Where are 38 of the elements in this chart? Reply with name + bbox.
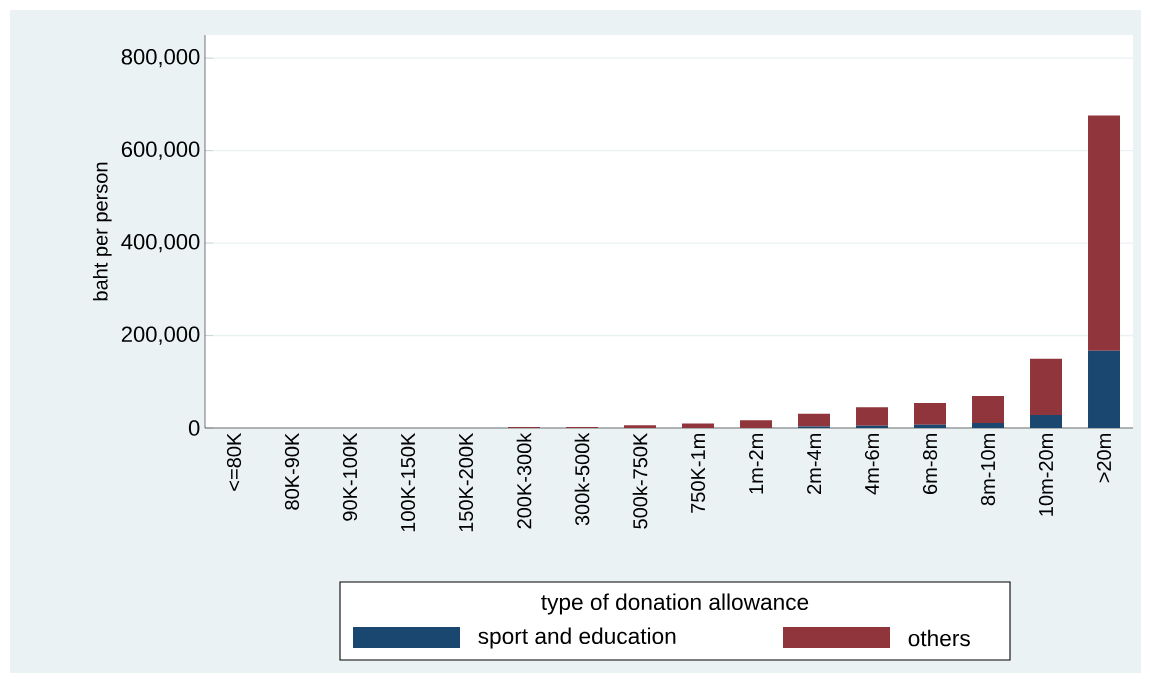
x-tick-label: 2m-4m xyxy=(807,434,821,494)
bar xyxy=(1030,358,1063,416)
x-tick-label: 200K-300k xyxy=(516,432,532,529)
y-tick-label: 800,000 xyxy=(121,49,200,68)
bar xyxy=(972,422,1005,428)
bar xyxy=(1030,415,1063,428)
bar xyxy=(914,403,947,425)
x-tick-label: 8m-10m xyxy=(980,434,996,506)
bar xyxy=(740,420,773,428)
y-axis-title: baht per person xyxy=(92,162,112,301)
x-tick-label: 4m-6m xyxy=(864,434,880,495)
y-tick-label: 600,000 xyxy=(121,141,200,160)
legend-label: others xyxy=(908,629,970,647)
bar xyxy=(624,425,657,428)
bar xyxy=(798,413,831,427)
x-tick-label: 6m-8m xyxy=(922,434,938,494)
x-tick-label: 10m-20m xyxy=(1038,434,1054,516)
bar xyxy=(856,407,889,426)
bar xyxy=(914,424,947,428)
x-tick-label: 100K-150K xyxy=(400,432,416,532)
y-tick-label: 400,000 xyxy=(121,233,200,253)
x-tick-label: >20m xyxy=(1096,434,1112,483)
bar xyxy=(972,396,1005,423)
x-tick-label: 150K-200K xyxy=(458,432,474,532)
x-tick-label: <=80K xyxy=(226,432,242,491)
y-tick-label: 0 xyxy=(188,420,200,436)
y-tick-label: 200,000 xyxy=(121,326,200,345)
bar xyxy=(1088,115,1121,351)
x-tick-label: 90K-100K xyxy=(342,432,358,521)
x-tick-label: 1m-2m xyxy=(749,434,763,494)
x-tick-label: 750K-1m xyxy=(690,434,706,513)
x-tick-label: 300k-500k xyxy=(574,432,590,526)
x-tick-label: 80K-90K xyxy=(284,432,300,510)
x-tick-label: 500k-750K xyxy=(632,432,648,529)
bar xyxy=(682,423,715,428)
bar xyxy=(1088,350,1121,428)
legend-label: sport and education xyxy=(478,627,676,649)
legend-title: type of donation allowance xyxy=(541,593,809,615)
